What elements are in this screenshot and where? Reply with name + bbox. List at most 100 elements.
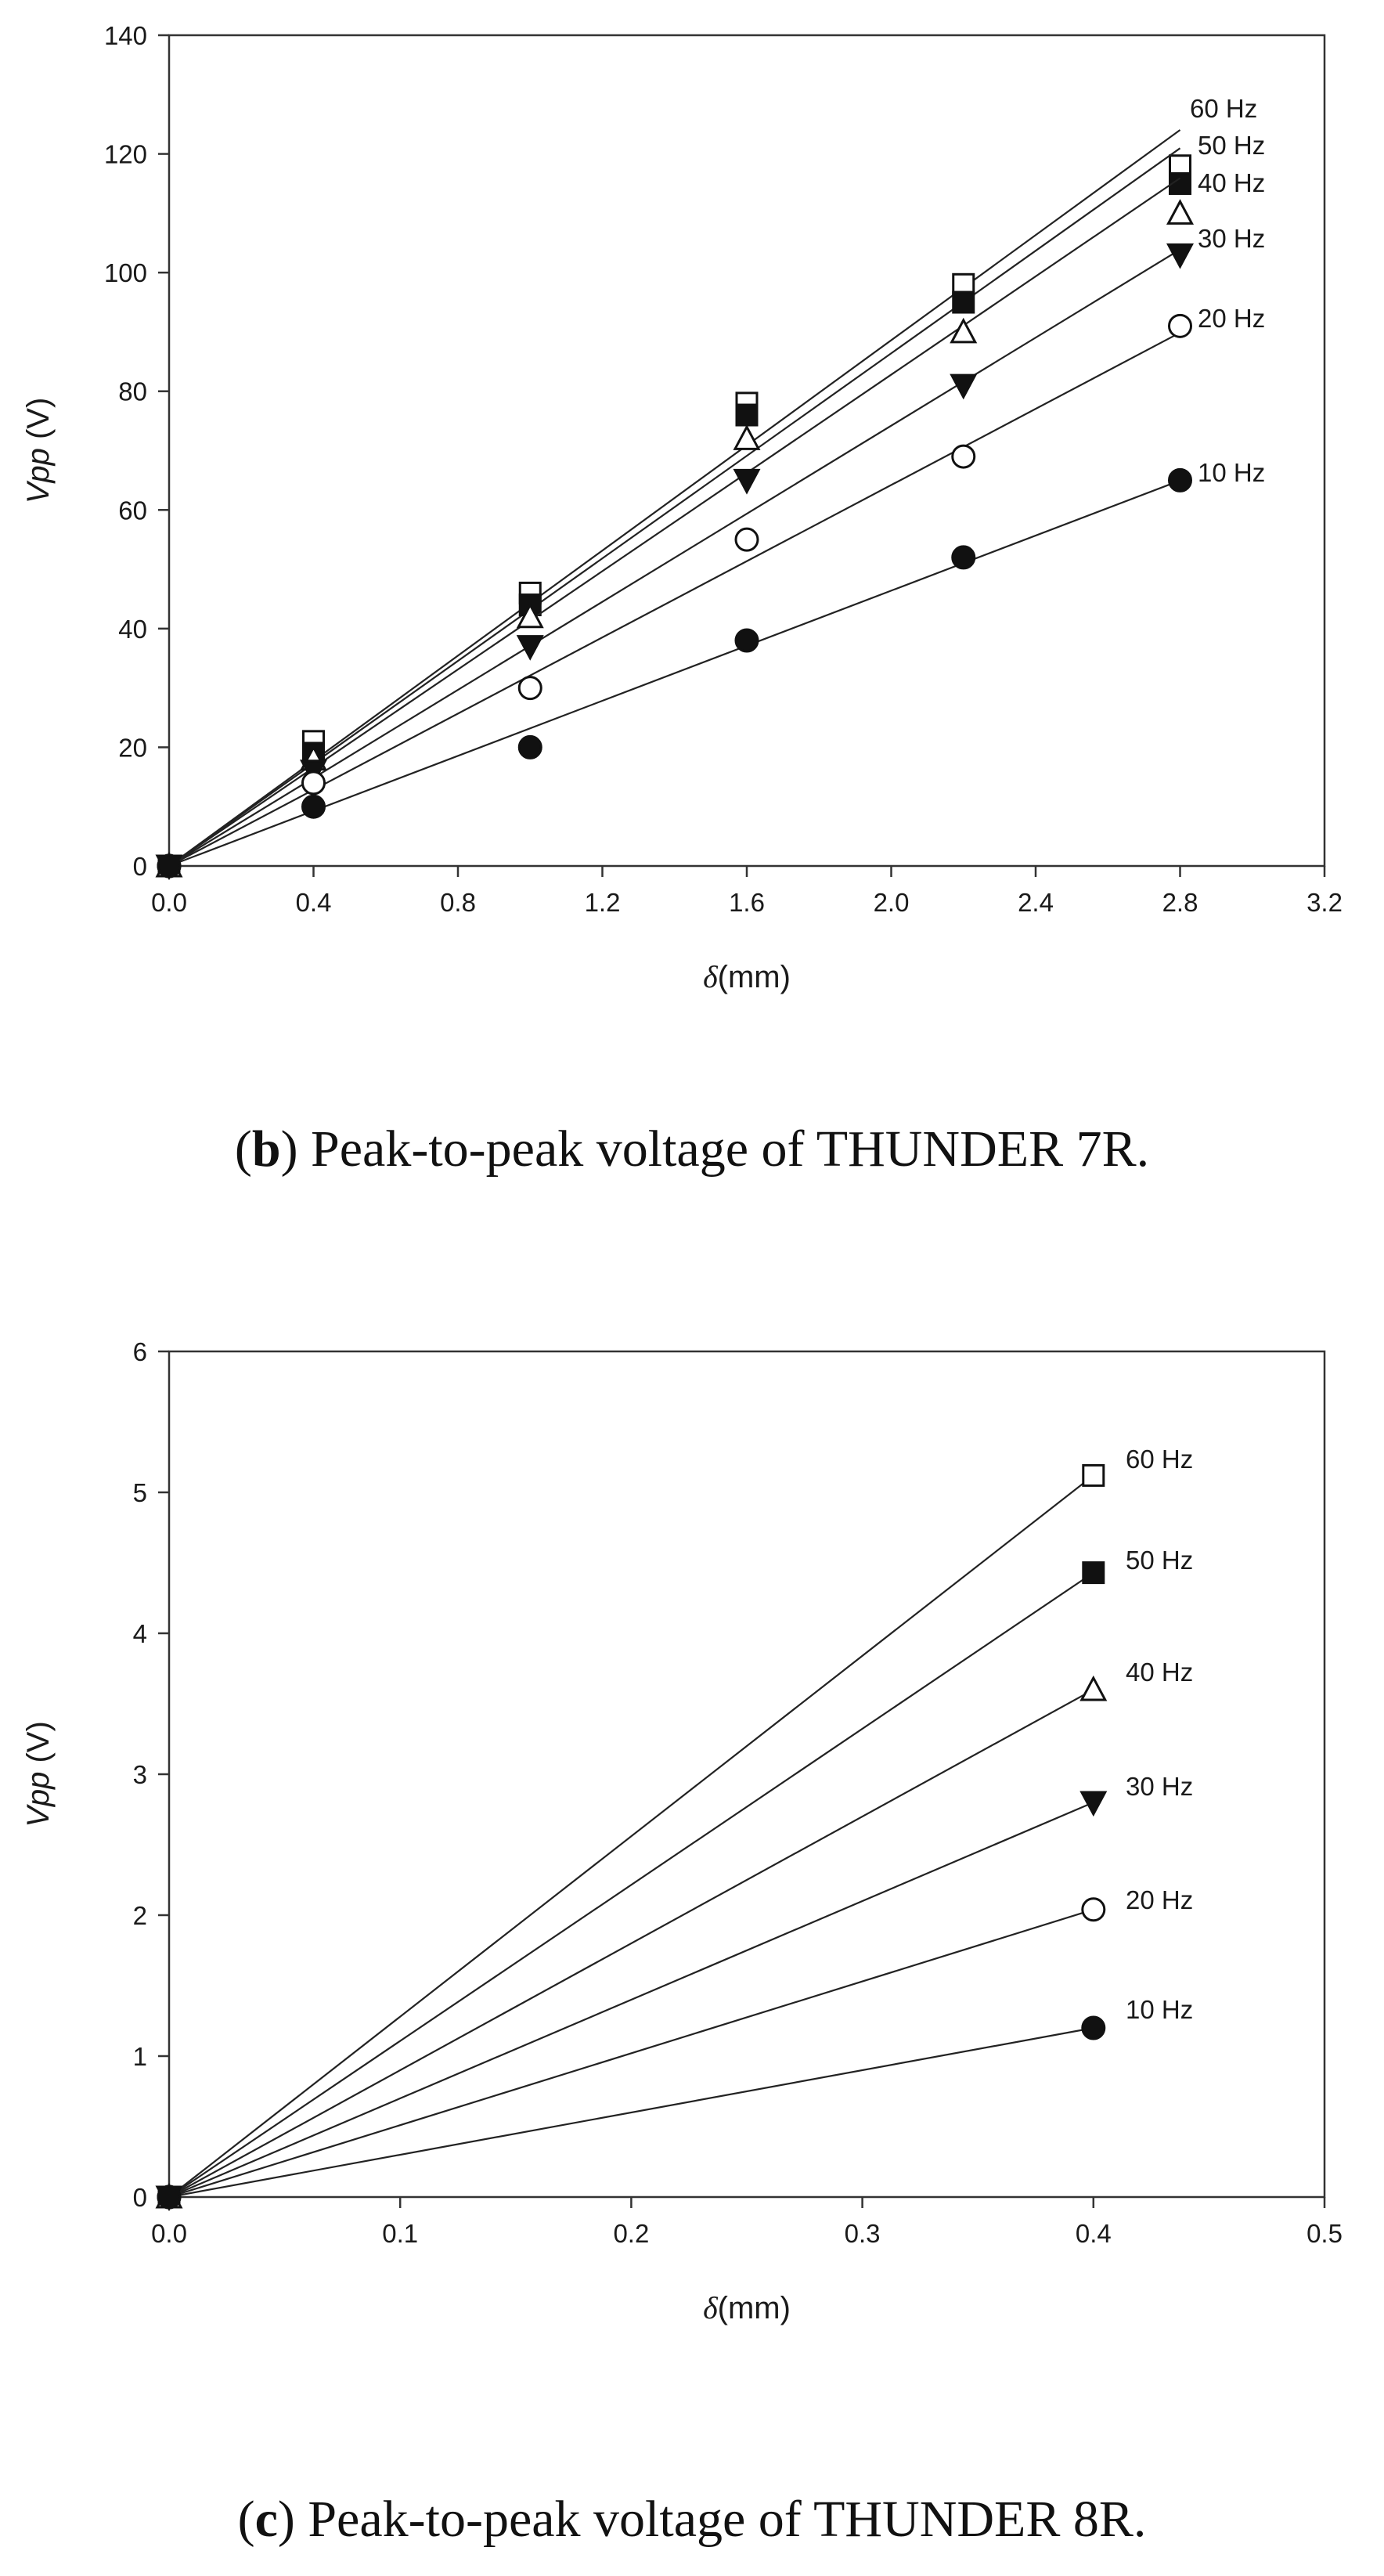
x-tick-label: 0.5 bbox=[1307, 2219, 1343, 2248]
data-point-20-hz bbox=[301, 770, 326, 796]
caption-c-text: ) Peak-to-peak voltage of THUNDER 8R. bbox=[277, 2491, 1147, 2548]
series-10-hz: 10 Hz bbox=[157, 1995, 1193, 2210]
data-point-10-hz bbox=[157, 853, 182, 879]
series-label-60-hz: 60 Hz bbox=[1126, 1445, 1193, 1474]
x-tick-label: 1.6 bbox=[729, 888, 765, 917]
plot-frame bbox=[168, 34, 1326, 868]
series-40-hz: 40 Hz bbox=[155, 1658, 1193, 2209]
caption-c: (c) Peak-to-peak voltage of THUNDER 8R. bbox=[0, 2490, 1384, 2549]
series-label-50-hz: 50 Hz bbox=[1198, 131, 1265, 160]
data-point-30-hz bbox=[516, 635, 544, 661]
y-tick-label: 140 bbox=[104, 21, 147, 50]
caption-b: (b) Peak-to-peak voltage of THUNDER 7R. bbox=[0, 1120, 1384, 1179]
caption-c-letter: c bbox=[254, 2491, 278, 2548]
y-tick-label: 40 bbox=[118, 615, 147, 644]
data-point-10-hz bbox=[157, 2185, 182, 2210]
y-axis-label: Vpp (V) bbox=[21, 1721, 56, 1827]
data-point-30-hz bbox=[1166, 243, 1195, 269]
x-tick-label: 3.2 bbox=[1307, 888, 1343, 917]
series-20-hz: 20 Hz bbox=[157, 1885, 1193, 2210]
caption-b-prefix: ( bbox=[234, 1120, 252, 1178]
series-20-hz: 20 Hz bbox=[157, 304, 1265, 879]
chart-c: 0.0 0.1 0.2 0.3 0.4 0.5 0 1 2 3 4 5 6 δ(mm) Vpp (V) 60 … bbox=[21, 1337, 1343, 2325]
series-label-20-hz: 20 Hz bbox=[1126, 1885, 1193, 1914]
fit-line-10-hz bbox=[168, 2026, 1094, 2199]
y-tick-label: 120 bbox=[104, 140, 147, 169]
x-axis-label: δ(mm) bbox=[703, 959, 791, 994]
x-tick-label: 0.4 bbox=[296, 888, 332, 917]
series-label-10-hz: 10 Hz bbox=[1126, 1995, 1193, 2024]
y-tick-label: 100 bbox=[104, 258, 147, 287]
x-tick-label: 0.2 bbox=[613, 2219, 649, 2248]
series-label-50-hz: 50 Hz bbox=[1126, 1546, 1193, 1575]
fit-line-20-hz bbox=[168, 331, 1181, 867]
series-label-20-hz: 20 Hz bbox=[1198, 304, 1265, 333]
data-point-10-hz bbox=[517, 734, 542, 759]
y-tick-label: 2 bbox=[133, 1901, 147, 1930]
x-tick-label: 0.3 bbox=[845, 2219, 881, 2248]
data-point-50-hz bbox=[735, 403, 759, 427]
series-label-10-hz: 10 Hz bbox=[1198, 458, 1265, 487]
data-point-10-hz bbox=[734, 628, 759, 653]
y-tick-label: 4 bbox=[133, 1619, 147, 1648]
data-point-10-hz bbox=[1168, 467, 1192, 492]
series-50-hz: 50 Hz bbox=[157, 131, 1265, 878]
data-point-40-hz bbox=[1166, 199, 1195, 225]
y-tick-label: 80 bbox=[118, 377, 147, 406]
series-50-hz: 50 Hz bbox=[157, 1546, 1193, 2209]
fit-line-40-hz bbox=[168, 1689, 1094, 2198]
data-point-50-hz bbox=[952, 290, 975, 314]
series-30-hz: 30 Hz bbox=[155, 1772, 1193, 2212]
caption-c-prefix: ( bbox=[237, 2491, 255, 2548]
x-tick-label: 0.4 bbox=[1076, 2219, 1112, 2248]
fit-line-60-hz bbox=[168, 1474, 1094, 2198]
y-tick-label: 1 bbox=[133, 2042, 147, 2071]
fit-line-20-hz bbox=[168, 1908, 1094, 2199]
data-point-20-hz bbox=[517, 676, 542, 701]
x-tick-label: 2.0 bbox=[874, 888, 910, 917]
fit-line-60-hz bbox=[168, 129, 1181, 867]
data-point-10-hz bbox=[951, 545, 976, 570]
y-tick-label: 0 bbox=[133, 852, 147, 881]
series-30-hz: 30 Hz bbox=[155, 224, 1265, 881]
series-label-30-hz: 30 Hz bbox=[1126, 1772, 1193, 1801]
x-tick-label: 0.0 bbox=[151, 888, 187, 917]
data-point-20-hz bbox=[1168, 313, 1192, 338]
fit-line-40-hz bbox=[168, 177, 1181, 867]
data-point-30-hz bbox=[950, 373, 978, 400]
series-10-hz: 10 Hz bbox=[157, 458, 1265, 879]
data-point-40-hz bbox=[1079, 1675, 1108, 1701]
fit-line-50-hz bbox=[168, 1571, 1094, 2198]
fit-line-30-hz bbox=[168, 248, 1181, 867]
x-axis-label: δ(mm) bbox=[703, 2290, 791, 2325]
data-point-40-hz bbox=[516, 602, 544, 629]
data-point-20-hz bbox=[734, 527, 759, 552]
series-label-40-hz: 40 Hz bbox=[1198, 168, 1265, 197]
y-tick-label: 5 bbox=[133, 1478, 147, 1507]
chart-b: 0.0 0.4 0.8 1.2 1.6 2.0 2.4 2.8 3.2 0 20 40 60 80 100 1… bbox=[21, 21, 1343, 994]
data-point-60-hz bbox=[1082, 1463, 1105, 1487]
x-tick-label: 1.2 bbox=[585, 888, 621, 917]
data-point-30-hz bbox=[1079, 1791, 1108, 1817]
data-point-10-hz bbox=[301, 794, 326, 819]
x-tick-label: 2.8 bbox=[1162, 888, 1198, 917]
fit-line-10-hz bbox=[168, 479, 1180, 868]
data-point-50-hz bbox=[1082, 1561, 1105, 1585]
fit-line-30-hz bbox=[168, 1801, 1094, 2199]
series-label-60-hz: 60 Hz bbox=[1190, 94, 1257, 123]
x-tick-label: 0.8 bbox=[440, 888, 476, 917]
y-tick-label: 3 bbox=[133, 1760, 147, 1789]
y-tick-label: 20 bbox=[118, 733, 147, 762]
caption-b-letter: b bbox=[251, 1120, 281, 1178]
y-tick-label: 6 bbox=[133, 1337, 147, 1366]
x-tick-label: 2.4 bbox=[1018, 888, 1054, 917]
series-40-hz: 40 Hz bbox=[155, 168, 1265, 878]
y-axis-label: Vpp (V) bbox=[21, 398, 56, 504]
x-tick-label: 0.0 bbox=[151, 2219, 187, 2248]
fit-line-50-hz bbox=[168, 147, 1181, 867]
data-point-20-hz bbox=[951, 444, 976, 469]
series-label-40-hz: 40 Hz bbox=[1126, 1658, 1193, 1687]
data-point-20-hz bbox=[1081, 1897, 1106, 1922]
series-label-30-hz: 30 Hz bbox=[1198, 224, 1265, 253]
